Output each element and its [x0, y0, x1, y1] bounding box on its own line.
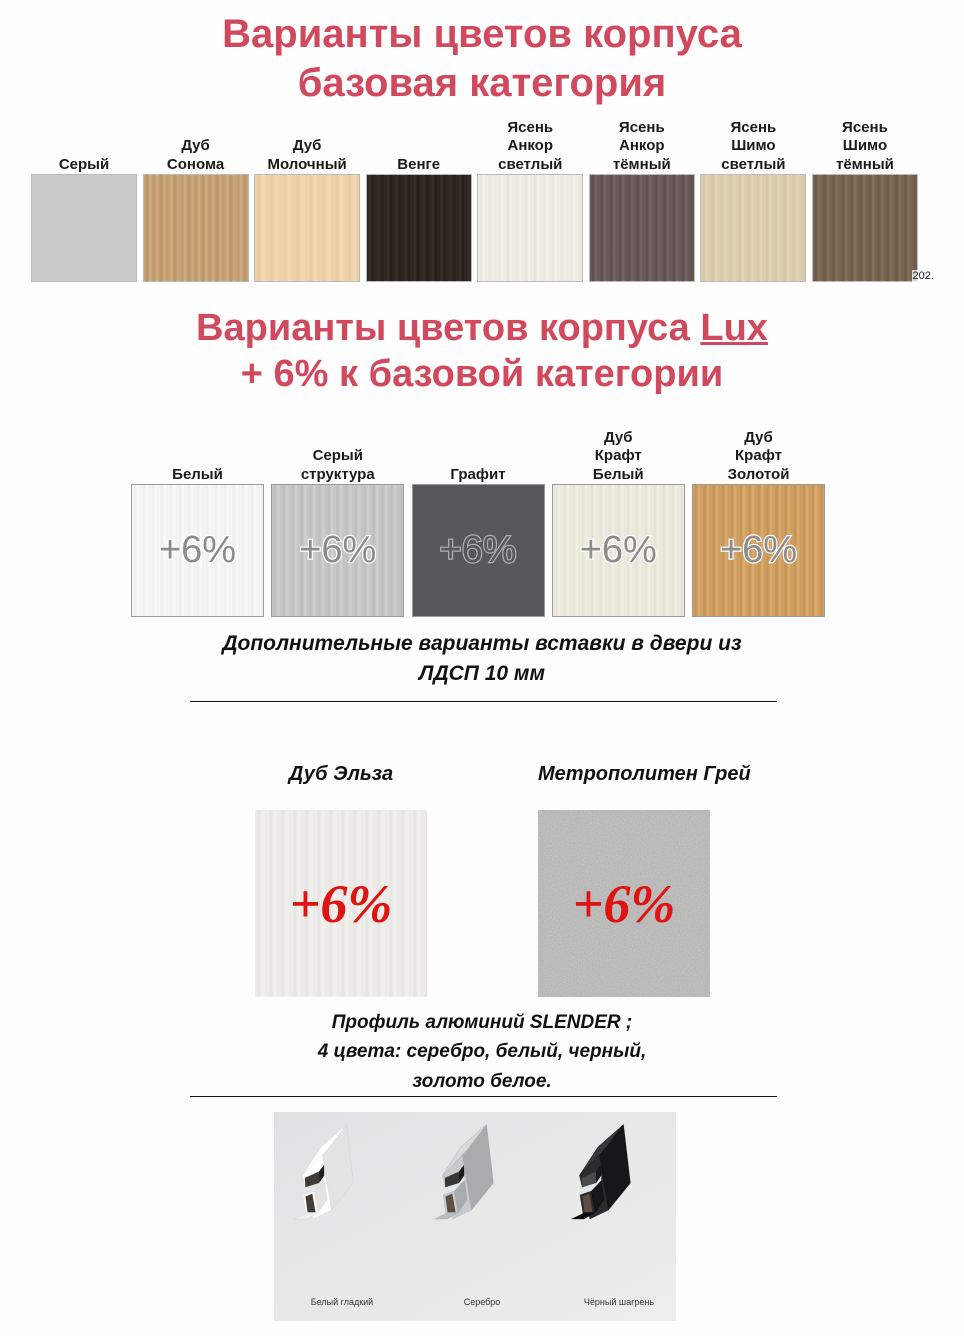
- svg-text:Серебро: Серебро: [464, 1297, 501, 1307]
- svg-text:Белый гладкий: Белый гладкий: [311, 1297, 373, 1307]
- svg-text:Чёрный шагрень: Чёрный шагрень: [584, 1297, 654, 1307]
